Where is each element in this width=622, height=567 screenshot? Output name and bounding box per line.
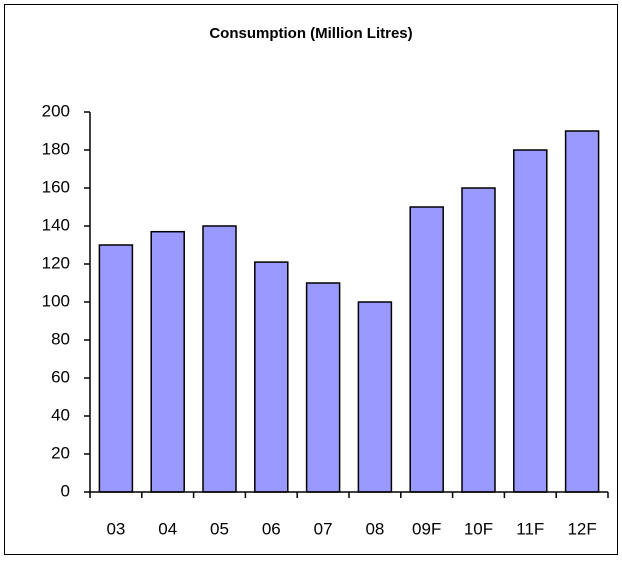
y-tick-label: 120 [42, 253, 70, 272]
bar [564, 130, 600, 493]
x-tick-label: 07 [314, 519, 333, 538]
x-tick-label: 09F [412, 519, 441, 538]
y-tick-label: 0 [61, 481, 70, 500]
y-tick-label: 140 [42, 215, 70, 234]
x-tick-label: 04 [158, 519, 177, 538]
y-tick-label: 100 [42, 291, 70, 310]
bar [98, 244, 134, 493]
y-tick-label: 160 [42, 177, 70, 196]
y-tick-label: 200 [42, 101, 70, 120]
bar [150, 230, 185, 493]
y-tick-label: 180 [42, 139, 70, 158]
bar [513, 149, 548, 493]
bar [357, 301, 393, 493]
y-tick-label: 40 [51, 405, 70, 424]
chart-title: Consumption (Million Litres) [209, 25, 412, 42]
x-tick-label: 05 [210, 519, 229, 538]
x-tick-label: 12F [567, 519, 596, 538]
x-tick-label: 03 [106, 519, 125, 538]
x-tick-label: 10F [464, 519, 493, 538]
y-tick-label: 60 [51, 367, 70, 386]
bar [254, 261, 289, 493]
x-tick-label: 06 [262, 519, 281, 538]
bar [461, 187, 496, 493]
y-tick-label: 20 [51, 443, 70, 462]
x-tick-label: 11F [516, 519, 544, 538]
bar [409, 206, 444, 493]
x-tick-label: 08 [365, 519, 384, 538]
bar [202, 225, 237, 493]
y-tick-label: 80 [51, 329, 70, 348]
bar [305, 282, 341, 493]
